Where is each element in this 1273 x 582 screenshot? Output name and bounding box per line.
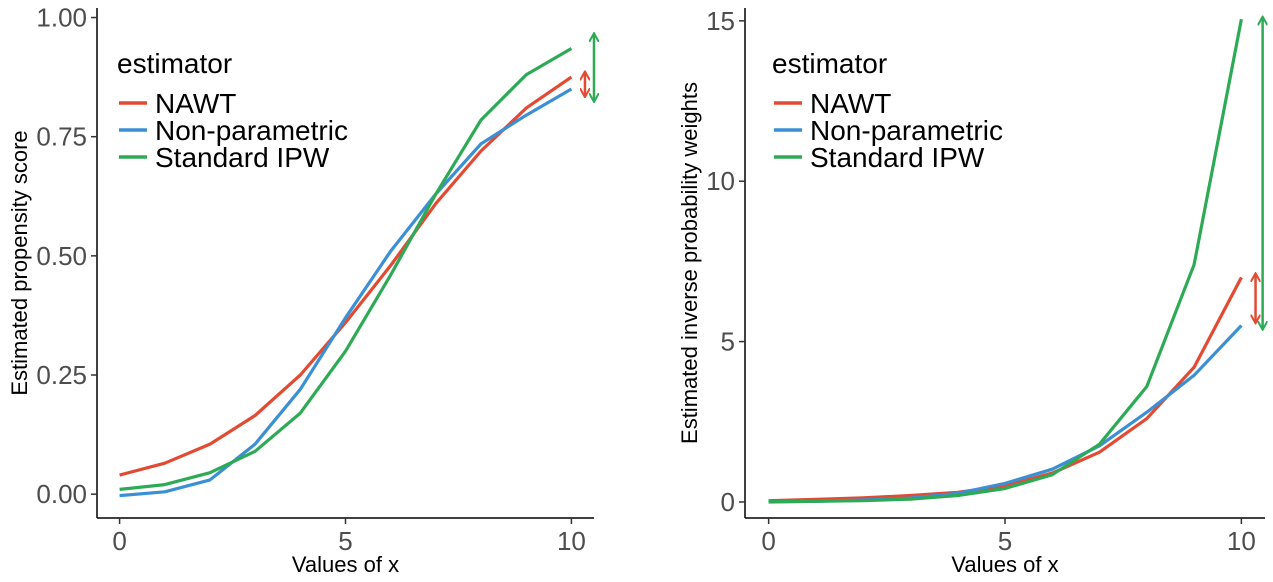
right-chart: 0 5 10 15 0 5 10 Values of x Estimated inverse p…: [677, 6, 1265, 577]
legend-title: estimator: [117, 48, 232, 79]
x-axis-label: Values of x: [951, 552, 1058, 577]
x-axis-label: Values of x: [292, 552, 399, 577]
x-tick-label: 0: [761, 526, 775, 556]
legend-label: NAWT: [155, 88, 236, 119]
x-tick-label: 5: [338, 526, 352, 556]
legend-label: NAWT: [810, 88, 891, 119]
y-tick-label: 1.00: [36, 3, 87, 33]
y-tick-label: 0: [721, 487, 735, 517]
series-line-nawt: [768, 276, 1243, 503]
left-chart: 0.00 0.25 0.50 0.75 1.00 0 5 10 Values of x Estim…: [7, 3, 594, 577]
legend-label: Non-parametric: [810, 115, 1003, 146]
x-tick-label: 10: [1227, 526, 1256, 556]
y-tick-label: 0.25: [36, 360, 87, 390]
x-tick-label: 10: [557, 526, 586, 556]
y-tick-label: 0.00: [36, 479, 87, 509]
y-tick-label: 0.50: [36, 241, 87, 271]
legend-title: estimator: [772, 48, 887, 79]
x-tick-label: 0: [112, 526, 126, 556]
legend-label: Standard IPW: [810, 142, 985, 173]
y-tick-label: 0.75: [36, 122, 87, 152]
y-tick-label: 15: [706, 6, 735, 36]
x-tick-label: 5: [998, 526, 1012, 556]
series-line-standard-ipw: [119, 47, 573, 491]
y-tick-label: 5: [721, 327, 735, 357]
legend-label: Non-parametric: [155, 115, 348, 146]
series-line-nawt: [119, 75, 573, 477]
y-axis-label: Estimated propensity score: [7, 130, 32, 395]
series-line-non-parametric: [768, 324, 1243, 504]
series-line-non-parametric: [119, 87, 573, 498]
y-tick-label: 10: [706, 166, 735, 196]
y-axis-label: Estimated inverse probability weights: [677, 82, 702, 444]
legend-label: Standard IPW: [155, 142, 330, 173]
series-line-standard-ipw: [768, 18, 1243, 504]
